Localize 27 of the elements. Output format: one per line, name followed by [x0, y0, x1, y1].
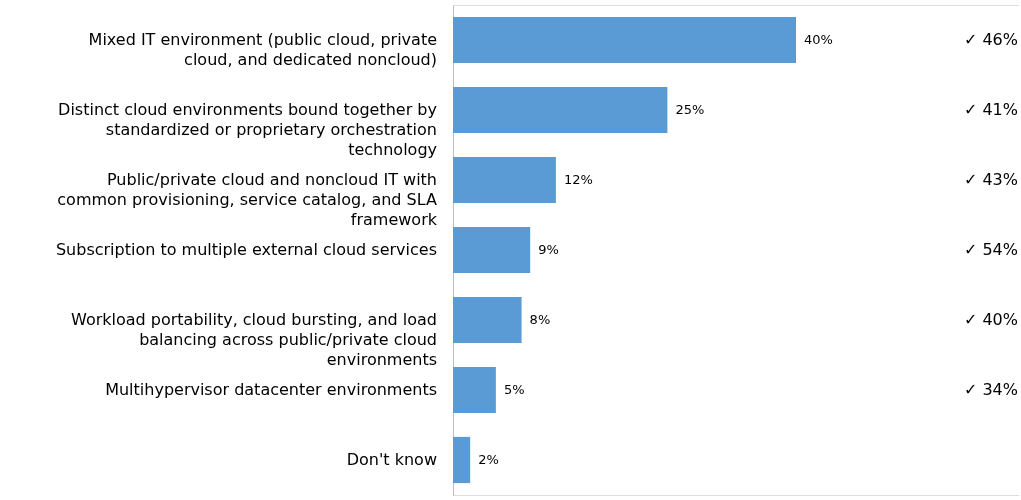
data-label: 5%: [503, 382, 525, 397]
y-tick-label: Multihypervisor datacenter environments: [105, 380, 437, 399]
data-label: 12%: [563, 172, 593, 187]
data-label: 9%: [538, 242, 559, 257]
y-tick-label: Don't know: [346, 450, 437, 469]
bar: [453, 366, 496, 414]
text: ✓ 46%: [963, 30, 1018, 49]
text: ✓ 40%: [963, 310, 1018, 329]
data-label: 2%: [478, 452, 499, 467]
bar: [453, 296, 522, 344]
text: ✓ 54%: [963, 240, 1018, 259]
bar: [453, 86, 668, 134]
y-tick-label: Public/private cloud and noncloud IT with common provisioning, service catalog, and SLA framework: [57, 170, 438, 229]
data-label: 40%: [804, 32, 833, 47]
data-label: 8%: [529, 312, 551, 327]
bar: [453, 226, 531, 274]
y-tick-label: Mixed IT environment (public cloud, private cloud, and dedicated noncloud): [88, 30, 437, 69]
y-tick-label: Distinct cloud environments bound together by standardized or proprietary orchestration technology: [58, 100, 437, 159]
text: ✓ 43%: [963, 170, 1018, 189]
bar: [453, 436, 471, 484]
y-tick-label: Subscription to multiple external cloud services: [55, 240, 437, 259]
text: ✓ 41%: [963, 100, 1018, 119]
y-tick-label: Workload portability, cloud bursting, and load balancing across public/private cloud environments: [71, 310, 437, 369]
bar: [453, 16, 797, 64]
text: ✓ 34%: [963, 380, 1018, 399]
data-label: 25%: [675, 102, 705, 117]
bar: [453, 156, 556, 204]
